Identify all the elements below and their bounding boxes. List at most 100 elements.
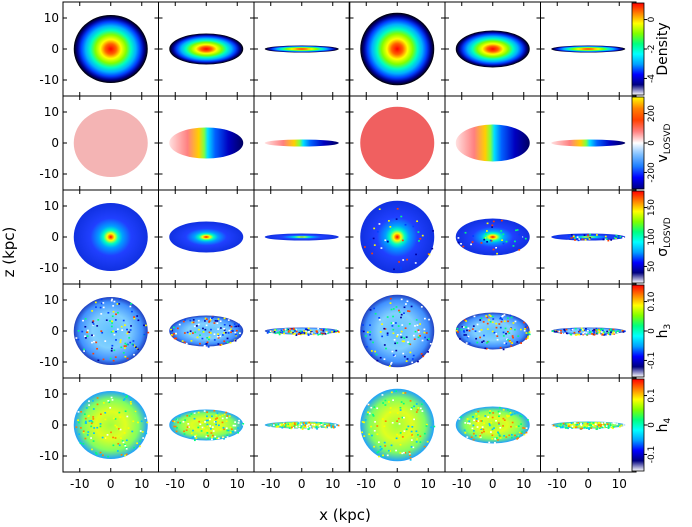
- map-speckle: [370, 425, 373, 428]
- map-speckle: [328, 425, 331, 428]
- map-speckle: [228, 415, 231, 418]
- map-speckle: [185, 429, 188, 432]
- map-speckle: [564, 422, 567, 425]
- map-speckle: [499, 326, 502, 329]
- map-speckle: [609, 333, 612, 336]
- map-speckle: [567, 427, 569, 430]
- map-speckle: [269, 426, 272, 429]
- map-speckle: [396, 433, 399, 436]
- map-speckle: [464, 231, 467, 234]
- map-speckle: [122, 319, 125, 322]
- map-speckle: [172, 326, 175, 329]
- map-speckle: [501, 239, 503, 242]
- map-speckle: [514, 240, 516, 243]
- map-speckle: [315, 421, 318, 424]
- panel-h4-model-2-face-on: [349, 377, 446, 473]
- map-speckle: [190, 340, 193, 342]
- map-speckle: [457, 241, 460, 244]
- map-speckle: [223, 328, 225, 330]
- panel-density-model-2-edge-on: [540, 1, 637, 97]
- map-speckle: [202, 327, 204, 330]
- map-speckle: [578, 238, 581, 240]
- map-speckle: [604, 424, 607, 426]
- map-speckle: [221, 417, 224, 420]
- map-speckle: [368, 412, 371, 415]
- map-speckle: [216, 437, 219, 440]
- map-speckle: [275, 426, 278, 428]
- map-speckle: [472, 438, 475, 441]
- panel-h4-model-2-edge-on: [540, 377, 637, 473]
- map-speckle: [111, 315, 114, 318]
- map-speckle: [381, 394, 384, 396]
- map-speckle: [596, 329, 599, 331]
- map-speckle: [106, 434, 109, 436]
- map-speckle: [319, 427, 322, 429]
- map-speckle: [315, 426, 318, 429]
- map-speckle: [410, 305, 413, 308]
- map-speckle: [84, 337, 87, 339]
- map-speckle: [169, 330, 172, 332]
- map-speckle: [612, 331, 615, 333]
- map-speckle: [589, 331, 592, 333]
- map-speckle: [416, 324, 419, 327]
- map-speckle: [417, 336, 420, 339]
- map-speckle: [186, 426, 189, 428]
- map-speckle: [481, 341, 483, 343]
- map-speckle: [516, 412, 519, 414]
- map-speckle: [464, 319, 466, 321]
- map-speckle: [405, 303, 407, 305]
- map-speckle: [479, 436, 482, 439]
- map-speckle: [386, 240, 389, 243]
- map-speckle: [186, 331, 189, 334]
- map-speckle: [330, 425, 333, 428]
- map-speckle: [138, 440, 141, 442]
- map-speckle: [133, 316, 135, 318]
- map-speckle: [371, 252, 374, 255]
- map-speckle: [525, 427, 528, 429]
- map-speckle: [575, 234, 578, 236]
- map-speckle: [310, 426, 313, 429]
- map-speckle: [102, 306, 105, 309]
- map-speckle: [483, 237, 486, 239]
- map-speckle: [319, 333, 321, 335]
- map-h3: [360, 294, 435, 368]
- map-speckle: [183, 341, 186, 344]
- map-speckle: [212, 430, 215, 432]
- map-speckle: [84, 325, 87, 328]
- map-speckle: [480, 428, 483, 430]
- map-speckle: [101, 454, 104, 457]
- map-speckle: [182, 320, 185, 323]
- map-speckle: [406, 300, 409, 303]
- map-speckle: [588, 421, 591, 424]
- map-speckle: [206, 432, 209, 434]
- colorbar-tick-label: 0: [647, 328, 657, 334]
- map-speckle: [484, 415, 487, 417]
- map-speckle: [218, 424, 220, 427]
- map-speckle: [585, 332, 588, 334]
- map-speckle: [88, 400, 90, 402]
- map-speckle: [104, 418, 107, 421]
- map-speckle: [292, 426, 295, 429]
- map-speckle: [291, 332, 294, 334]
- map-speckle: [114, 424, 117, 427]
- map-speckle: [522, 236, 525, 238]
- map-speckle: [380, 447, 383, 450]
- map-speckle: [389, 411, 392, 414]
- map-speckle: [374, 350, 377, 353]
- map-speckle: [401, 324, 404, 326]
- map-speckle: [378, 317, 381, 319]
- map-speckle: [560, 426, 562, 429]
- map-speckle: [111, 298, 113, 301]
- map-speckle: [230, 331, 232, 334]
- x-tick-label: -10: [547, 477, 567, 491]
- map-speckle: [594, 423, 597, 425]
- map-speckle: [189, 332, 191, 335]
- map-speckle: [223, 317, 226, 320]
- map-speckle: [334, 425, 337, 428]
- map-speckle: [139, 430, 142, 432]
- map-speckle: [597, 421, 600, 424]
- map-speckle: [311, 423, 314, 426]
- map-speckle: [239, 332, 241, 335]
- map-speckle: [266, 332, 269, 334]
- map-speckle: [322, 330, 325, 332]
